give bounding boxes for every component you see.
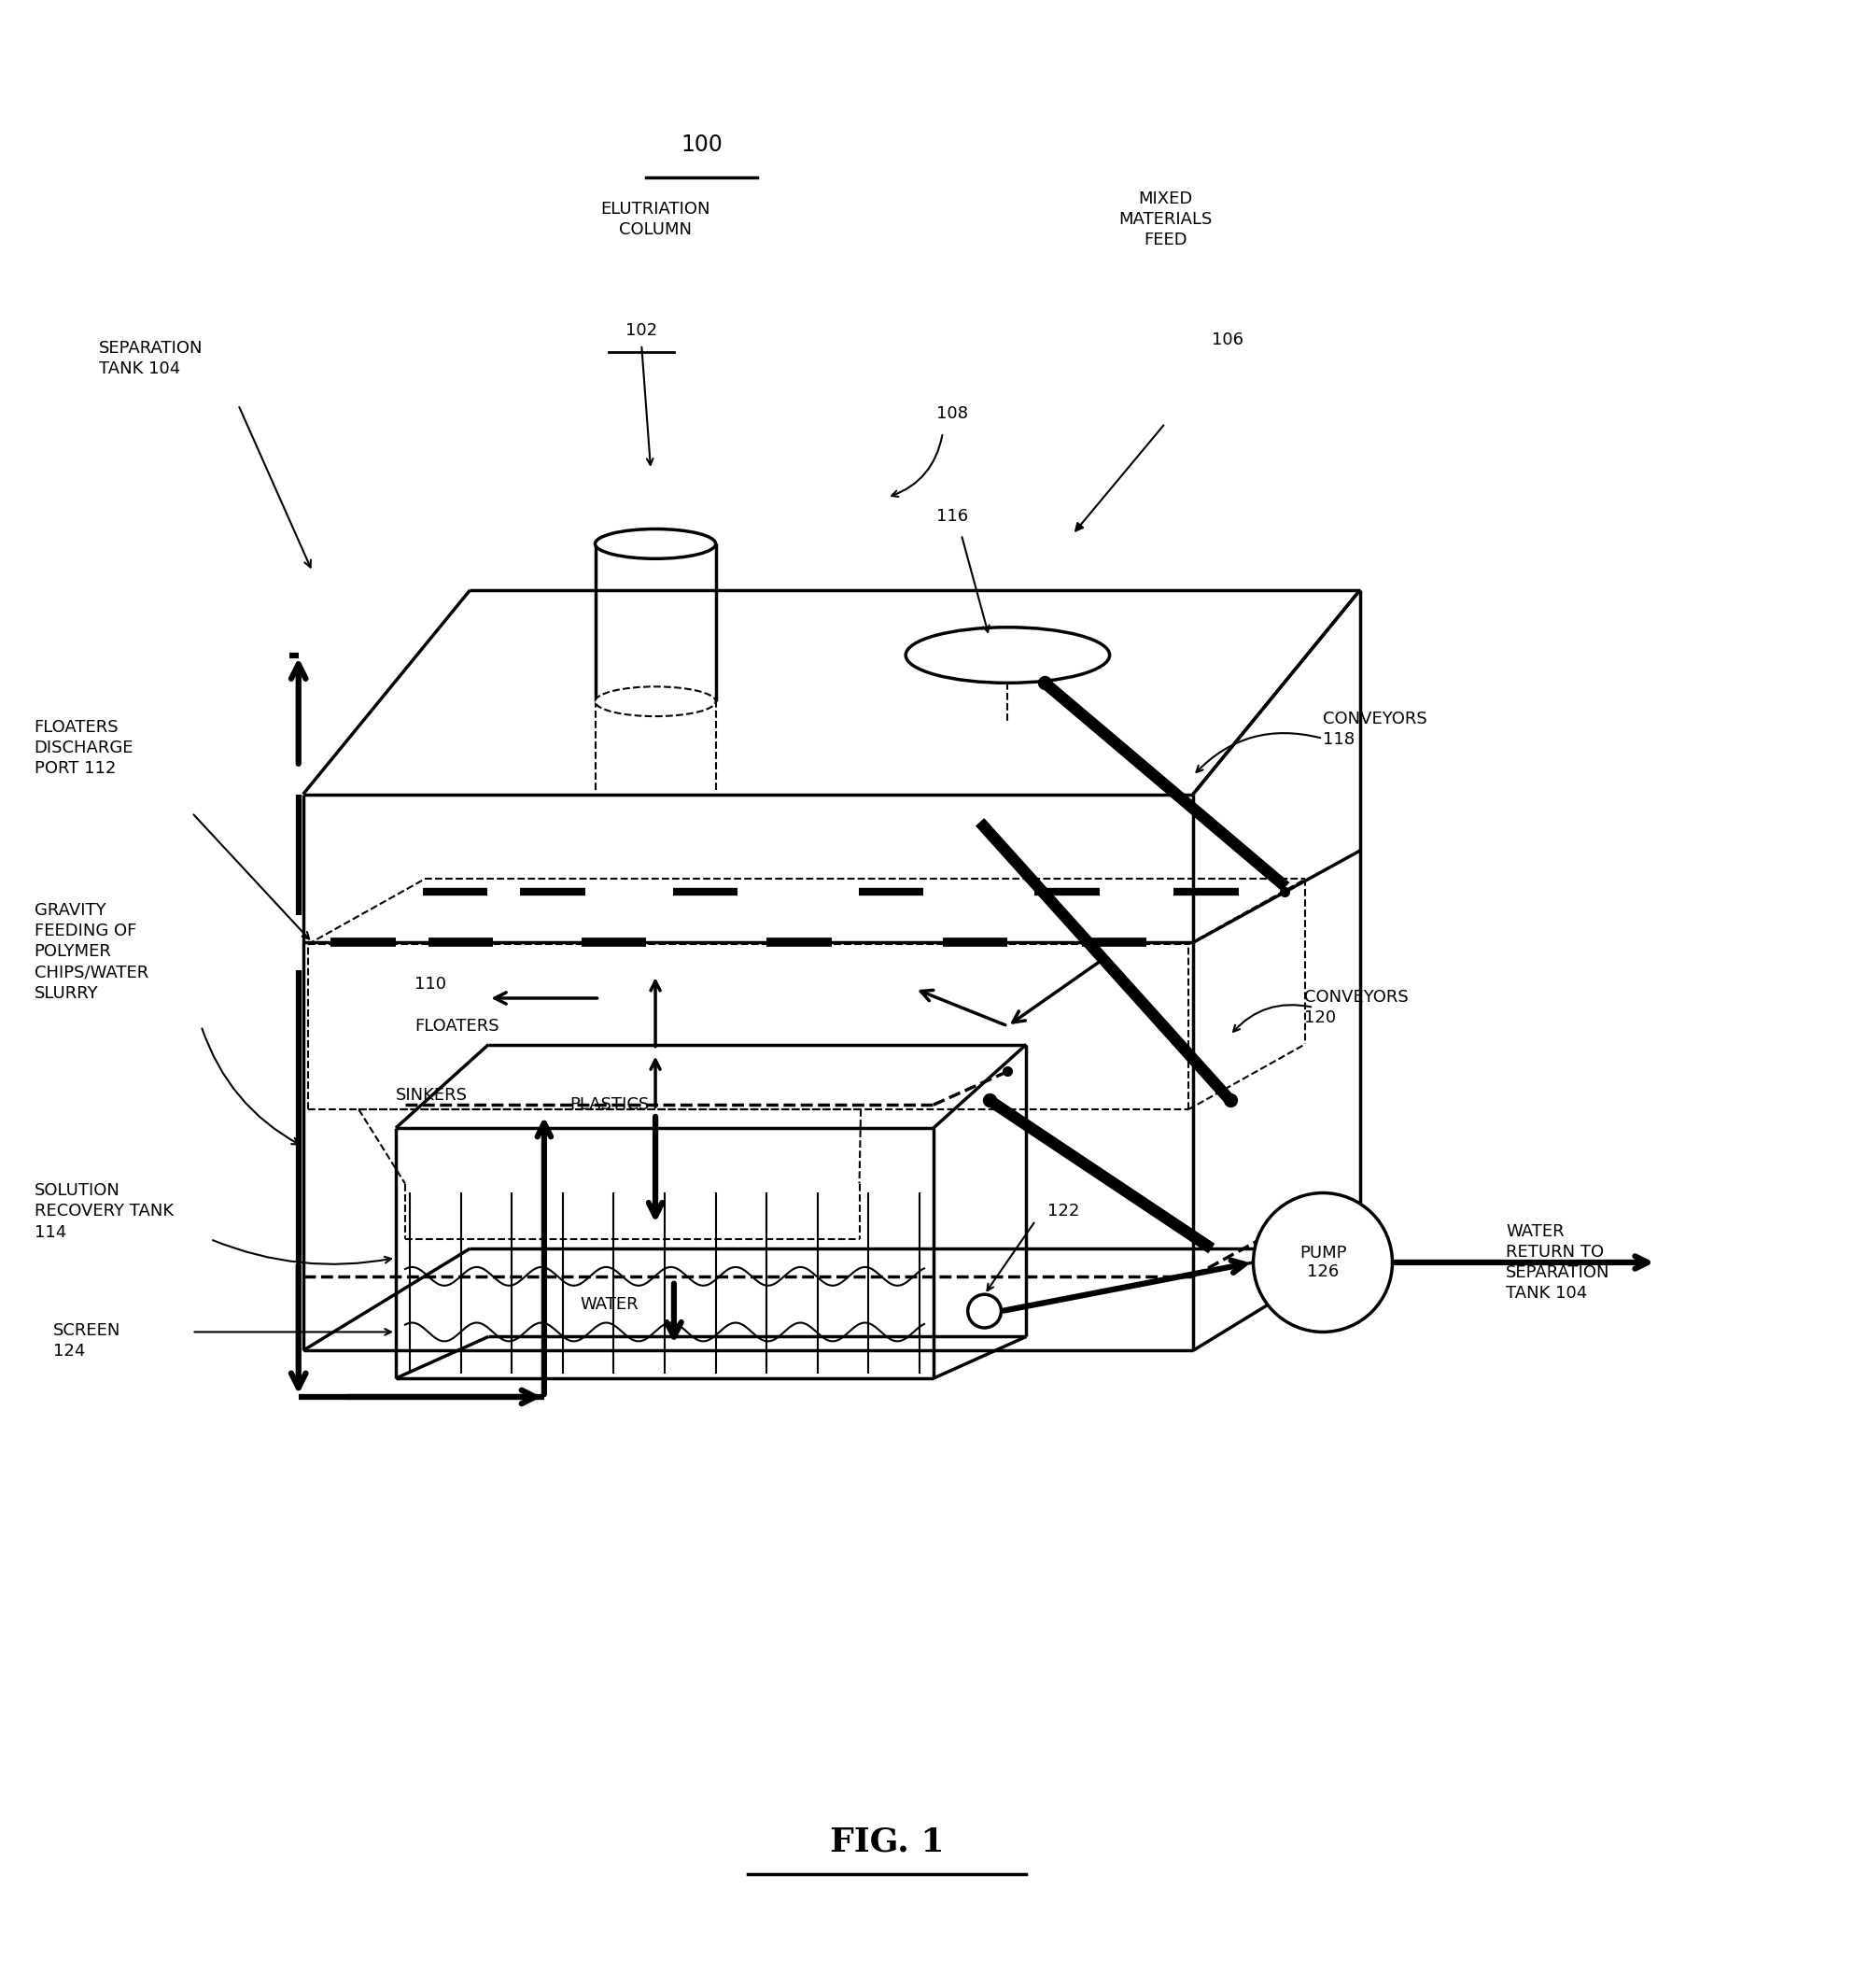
Ellipse shape: [595, 529, 716, 559]
Text: SOLUTION
RECOVERY TANK
114: SOLUTION RECOVERY TANK 114: [33, 1183, 174, 1241]
Text: FIG. 1: FIG. 1: [831, 1827, 944, 1859]
Text: 102: 102: [625, 322, 658, 340]
Text: WATER
RETURN TO
SEPARATION
TANK 104: WATER RETURN TO SEPARATION TANK 104: [1505, 1223, 1609, 1302]
Text: 110: 110: [413, 976, 447, 992]
Text: 116: 116: [936, 507, 968, 525]
Text: MIXED
MATERIALS
FEED: MIXED MATERIALS FEED: [1118, 191, 1213, 248]
Text: CONVEYORS
120: CONVEYORS 120: [1305, 988, 1409, 1026]
Text: FLOATERS: FLOATERS: [413, 1018, 499, 1034]
Text: ELUTRIATION
COLUMN: ELUTRIATION COLUMN: [601, 201, 710, 239]
Text: 108: 108: [936, 406, 968, 421]
Text: SINKERS: SINKERS: [395, 1087, 467, 1103]
Text: CONVEYORS
118: CONVEYORS 118: [1324, 710, 1428, 747]
Text: 122: 122: [1048, 1203, 1079, 1221]
Text: SEPARATION
TANK 104: SEPARATION TANK 104: [98, 340, 204, 378]
Text: 100: 100: [680, 133, 723, 157]
Ellipse shape: [905, 628, 1111, 684]
Text: PLASTICS: PLASTICS: [569, 1097, 649, 1113]
Ellipse shape: [595, 686, 716, 716]
Circle shape: [1253, 1193, 1392, 1332]
Circle shape: [968, 1294, 1001, 1328]
Text: FLOATERS
DISCHARGE
PORT 112: FLOATERS DISCHARGE PORT 112: [33, 720, 133, 777]
Text: WATER: WATER: [580, 1296, 638, 1312]
Text: SCREEN
124: SCREEN 124: [52, 1322, 121, 1360]
Text: PUMP
126: PUMP 126: [1300, 1244, 1346, 1280]
Text: GRAVITY
FEEDING OF
POLYMER
CHIPS/WATER
SLURRY: GRAVITY FEEDING OF POLYMER CHIPS/WATER S…: [33, 903, 148, 1002]
Text: 106: 106: [1213, 332, 1244, 348]
